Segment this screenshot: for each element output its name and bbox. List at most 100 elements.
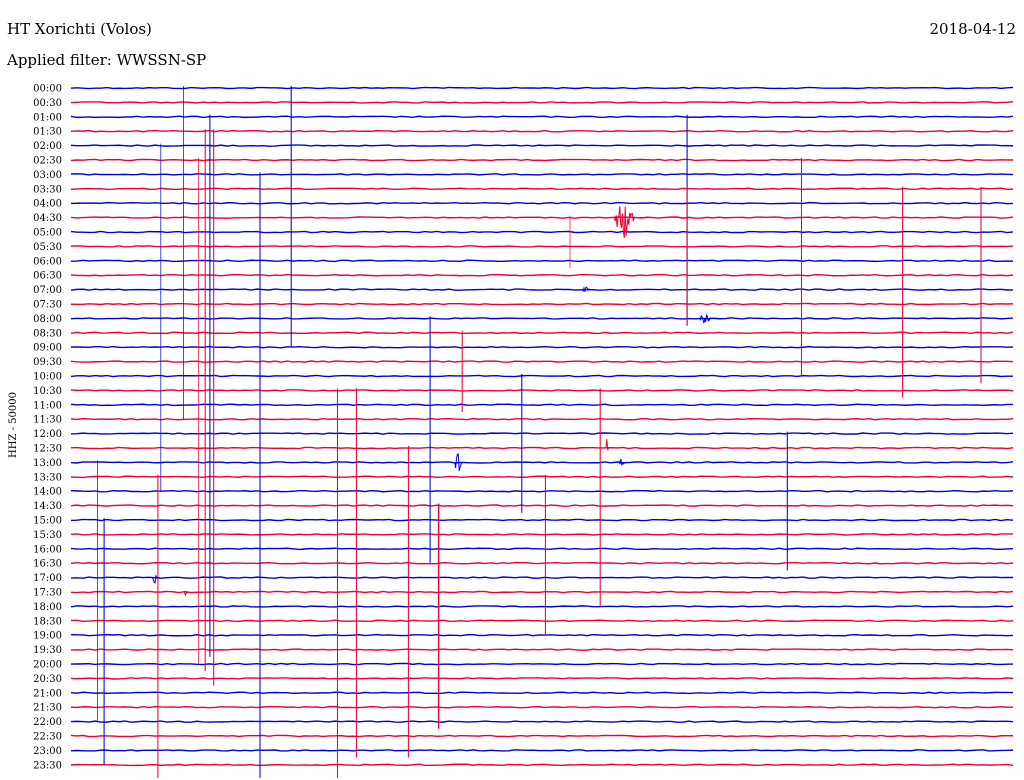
trace-row-1900: [70, 633, 1014, 637]
trace-row-0900: [70, 345, 1014, 349]
filter-label: Applied filter: WWSSN-SP: [7, 51, 207, 69]
time-label: 12:00: [33, 429, 62, 440]
time-label: 17:30: [33, 588, 62, 599]
date-label: 2018-04-12: [929, 20, 1016, 38]
time-label: 00:00: [33, 84, 62, 95]
trace-row-1000: [70, 374, 1014, 378]
time-label: 13:30: [33, 472, 62, 483]
trace-row-0000: [70, 86, 1014, 90]
trace-row-0930: [70, 360, 1014, 363]
trace-row-2030: [70, 677, 1014, 680]
burst-mark: [698, 314, 719, 324]
time-label: 00:30: [33, 98, 62, 109]
trace-row-0100: [70, 115, 1014, 119]
trace-row-0030: [70, 101, 1014, 104]
trace-row-1730: [70, 590, 1014, 594]
time-label: 19:00: [33, 631, 62, 642]
time-label: 07:00: [33, 285, 62, 296]
trace-row-1800: [70, 605, 1014, 608]
trace-row-0430: [70, 216, 1014, 219]
trace-row-2330: [70, 763, 1014, 767]
time-label: 06:30: [33, 271, 62, 282]
time-label: 15:00: [33, 516, 62, 527]
time-label: 20:30: [33, 674, 62, 685]
time-label: 04:30: [33, 213, 62, 224]
trace-row-1600: [70, 547, 1014, 551]
trace-row-2100: [70, 691, 1014, 695]
burst-mark: [613, 206, 647, 238]
time-label: 14:30: [33, 501, 62, 512]
trace-row-0230: [70, 158, 1014, 162]
burst-mark: [617, 458, 629, 467]
trace-row-0630: [70, 273, 1014, 277]
trace-row-0500: [70, 230, 1014, 234]
trace-row-2130: [70, 705, 1014, 709]
time-label: 02:30: [33, 156, 62, 167]
trace-row-0800: [70, 317, 1014, 320]
time-label: 10:00: [33, 372, 62, 383]
burst-mark: [581, 285, 595, 293]
time-label: 02:00: [33, 141, 62, 152]
time-label: 13:00: [33, 458, 62, 469]
trace-row-1330: [70, 475, 1014, 479]
trace-row-0600: [70, 259, 1014, 263]
trace-row-1300: [70, 461, 1014, 464]
trace-row-0530: [70, 245, 1014, 248]
spike-marks: [97, 86, 982, 778]
time-label: 07:30: [33, 300, 62, 311]
trace-row-0400: [70, 201, 1014, 205]
time-label: 16:30: [33, 559, 62, 570]
time-label: 14:00: [33, 487, 62, 498]
burst-mark: [151, 574, 160, 584]
trace-row-1930: [70, 648, 1014, 651]
time-label: 22:00: [33, 717, 62, 728]
time-label: 22:30: [33, 732, 62, 743]
time-label: 03:00: [33, 170, 62, 181]
burst-mark: [183, 591, 190, 597]
trace-row-0700: [70, 288, 1014, 291]
trace-row-1700: [70, 576, 1014, 579]
time-label: 18:00: [33, 602, 62, 613]
trace-row-2230: [70, 734, 1014, 738]
time-label: 09:00: [33, 343, 62, 354]
time-label: 18:30: [33, 616, 62, 627]
time-label: 08:30: [33, 328, 62, 339]
trace-row-0200: [70, 144, 1014, 147]
time-label: 21:00: [33, 688, 62, 699]
time-label: 15:30: [33, 530, 62, 541]
station-title: HT Xorichti (Volos): [7, 20, 152, 38]
time-label: 16:00: [33, 544, 62, 555]
burst-mark: [605, 439, 611, 451]
trace-row-1230: [70, 446, 1014, 450]
trace-row-1100: [70, 403, 1014, 407]
time-label: 05:00: [33, 228, 62, 239]
channel-label: HHZ - 50000: [8, 392, 19, 458]
time-label: 05:30: [33, 242, 62, 253]
trace-row-1500: [70, 518, 1014, 522]
time-label: 01:30: [33, 127, 62, 138]
time-label: 09:30: [33, 357, 62, 368]
time-label: 11:00: [33, 400, 62, 411]
time-label: 19:30: [33, 645, 62, 656]
trace-row-1630: [70, 561, 1014, 565]
time-label: 04:00: [33, 199, 62, 210]
burst-marks: [151, 206, 719, 597]
time-label: 11:30: [33, 415, 62, 426]
burst-mark: [454, 453, 466, 472]
time-label: 03:30: [33, 184, 62, 195]
time-label: 20:00: [33, 660, 62, 671]
time-label: 23:00: [33, 746, 62, 757]
trace-row-0330: [70, 187, 1014, 191]
time-label: 12:30: [33, 444, 62, 455]
trace-row-2000: [70, 662, 1014, 666]
trace-row-0130: [70, 129, 1014, 133]
trace-row-1030: [70, 389, 1014, 392]
row-time-labels: 00:00 00:30 01:00 01:30 02:00 02:30 03:00 03:30…: [33, 84, 62, 772]
trace-row-1400: [70, 489, 1014, 493]
trace-row-1830: [70, 619, 1014, 623]
time-label: 17:00: [33, 573, 62, 584]
time-label: 01:00: [33, 112, 62, 123]
trace-row-0730: [70, 302, 1014, 306]
trace-row-1200: [70, 432, 1014, 435]
